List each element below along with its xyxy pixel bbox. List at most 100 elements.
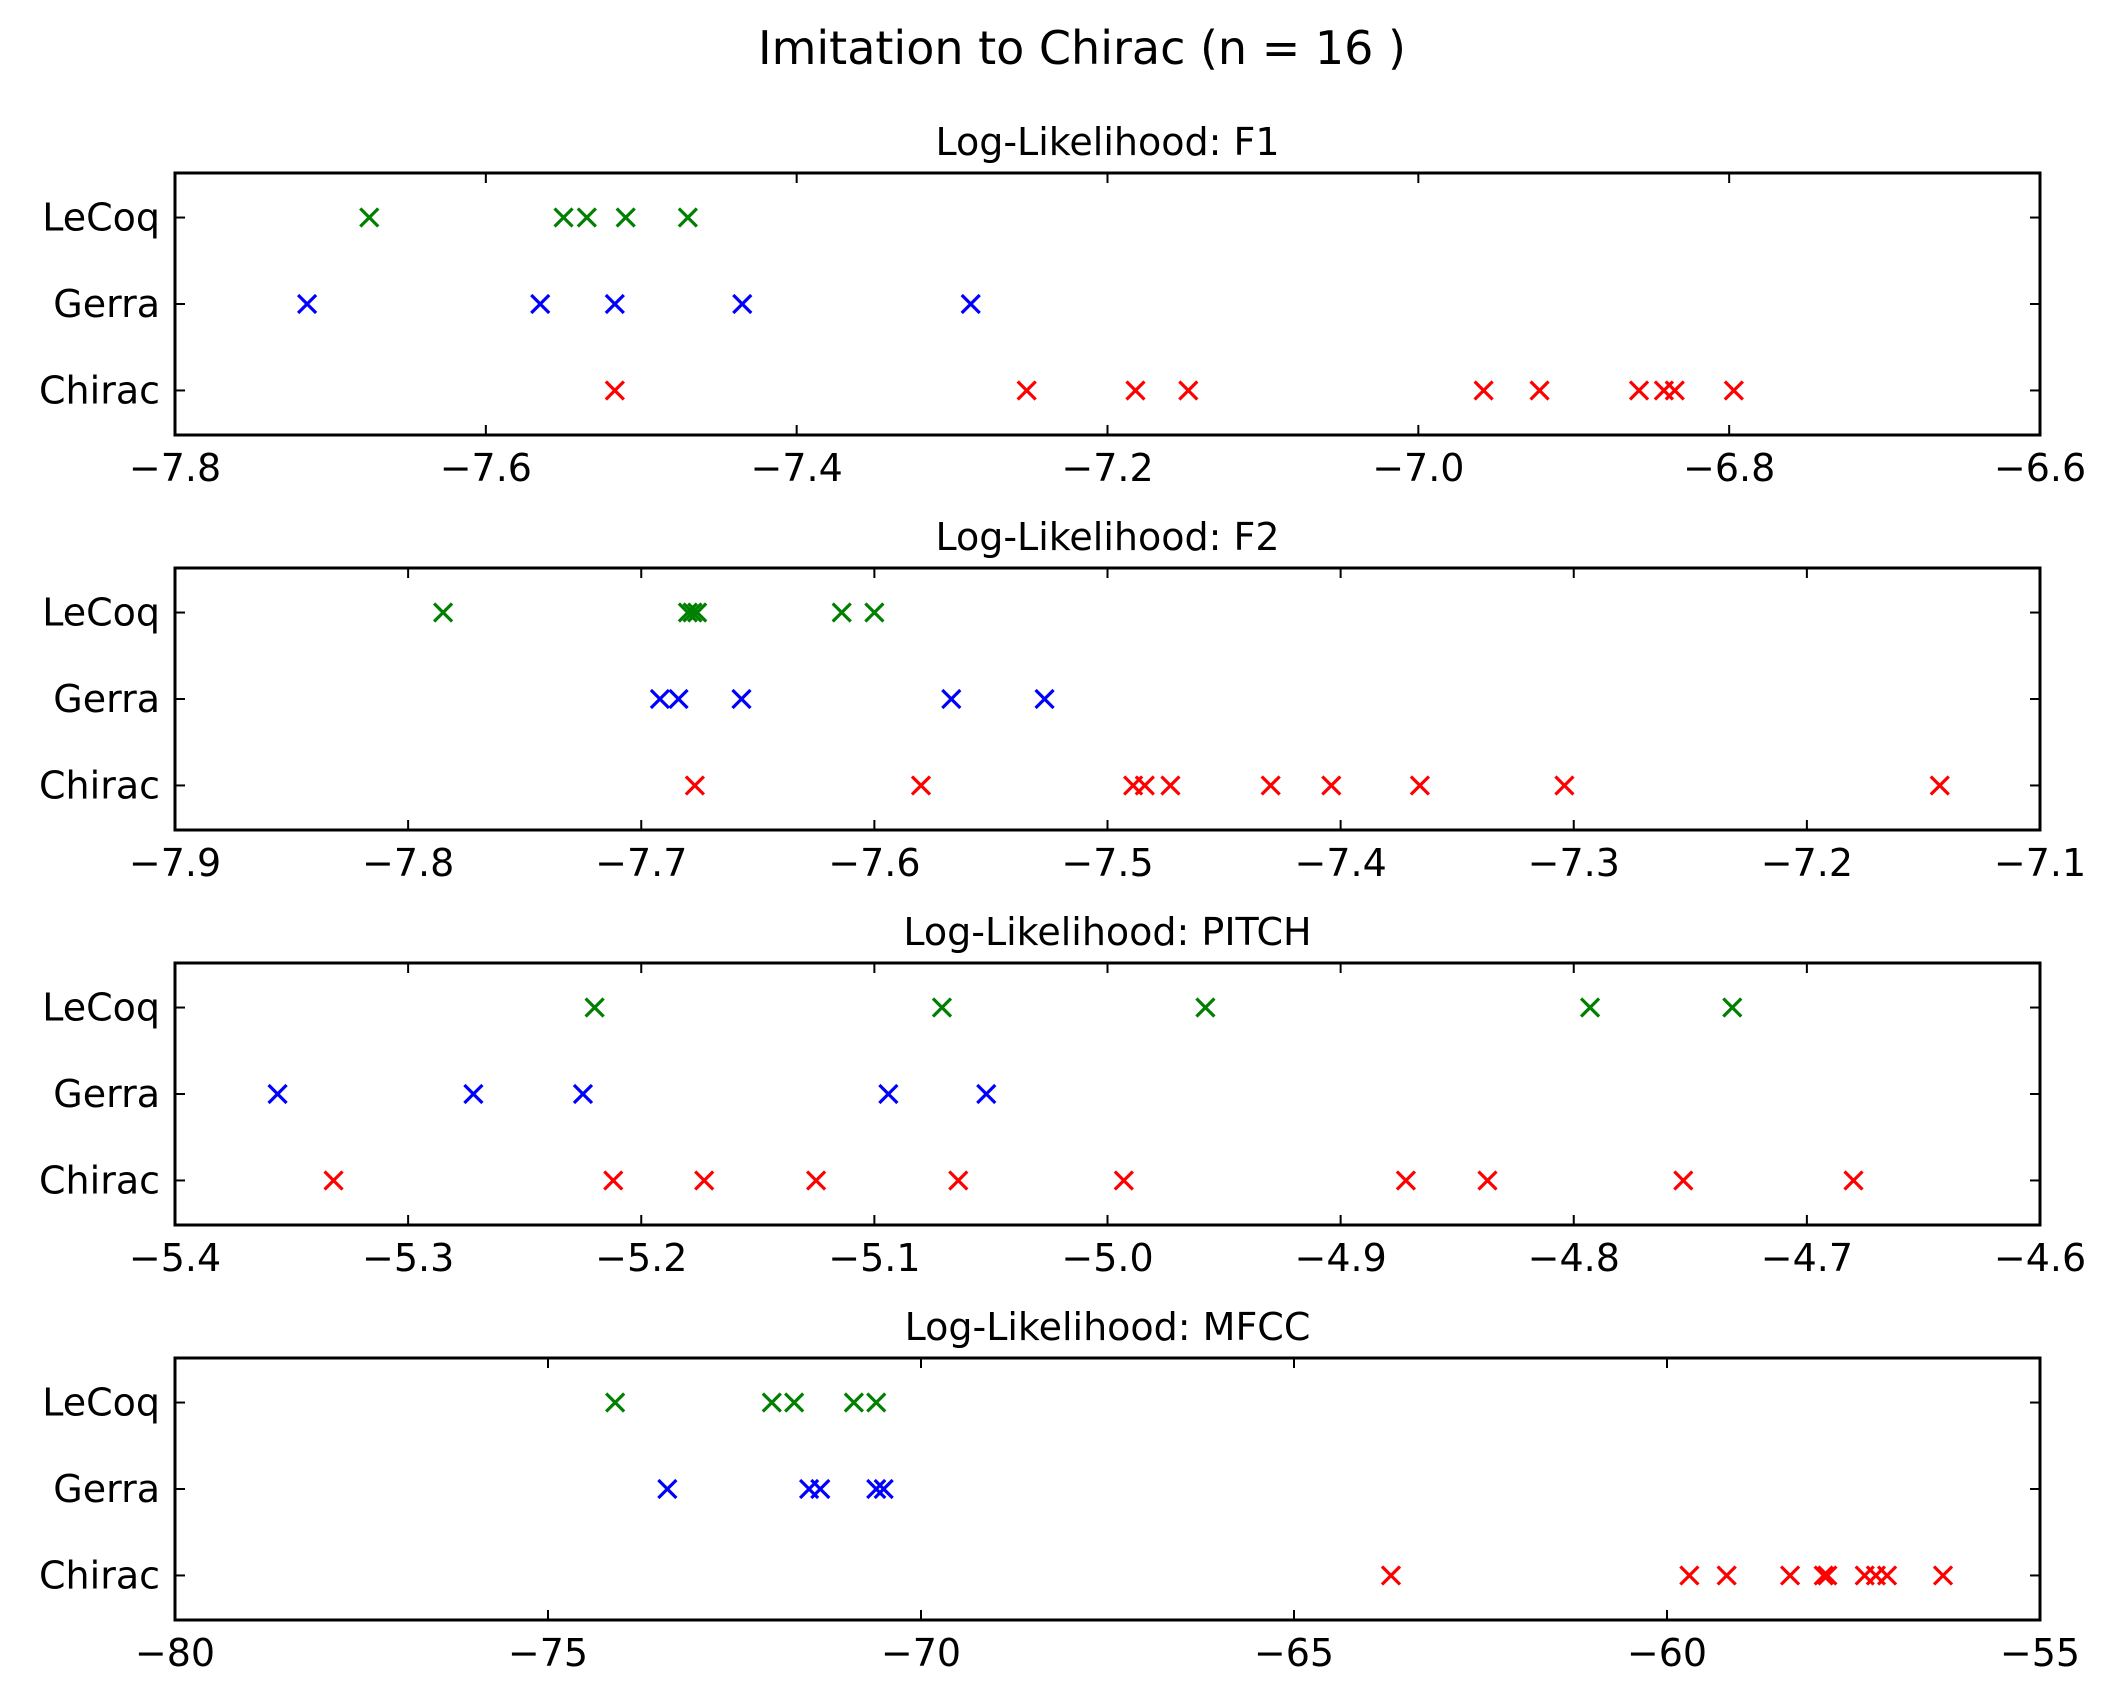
- data-point-gerra: [267, 1083, 288, 1105]
- data-point-chirac: [1843, 1170, 1864, 1191]
- y-tick-label-lecoq: LeCoq: [42, 1381, 160, 1425]
- data-point-gerra: [976, 1083, 997, 1105]
- x-tick-label: −7.2: [1061, 446, 1153, 490]
- axes-frame: [173, 566, 2042, 832]
- x-tick-label: −75: [508, 1631, 588, 1675]
- x-tick-label: −60: [1627, 1631, 1707, 1675]
- x-tick-label: −70: [881, 1631, 961, 1675]
- subplot-3: Log-Likelihood: PITCH −5.4 −5.3 −5.2 −5.1 −5.…: [39, 910, 2086, 1280]
- data-point-lecoq: [864, 602, 885, 623]
- x-tick-label: −4.6: [1994, 1236, 2086, 1280]
- data-point-lecoq: [677, 207, 699, 228]
- subplot-title: Log-Likelihood: F1: [935, 120, 1279, 164]
- y-tick-label-chirac: Chirac: [39, 763, 160, 807]
- data-point-lecoq: [1579, 997, 1601, 1018]
- y-tick-label-gerra: Gerra: [53, 1467, 160, 1511]
- data-point-gerra: [657, 1478, 678, 1500]
- data-point-lecoq: [615, 207, 636, 228]
- data-point-chirac: [1134, 775, 1155, 796]
- x-tick-label: −7.6: [440, 446, 532, 490]
- data-point-gerra: [873, 1478, 894, 1500]
- x-tick-label: −7.4: [1294, 841, 1386, 885]
- data-point-chirac: [684, 775, 706, 796]
- data-point-chirac: [1473, 380, 1494, 401]
- data-point-gerra: [668, 688, 689, 710]
- data-point-chirac: [1178, 380, 1199, 401]
- data-point-chirac: [805, 1170, 827, 1191]
- x-tick-label: −5.0: [1061, 1236, 1153, 1280]
- data-point-chirac: [604, 380, 625, 401]
- data-point-chirac: [1260, 775, 1281, 796]
- data-point-chirac: [1679, 1565, 1700, 1586]
- data-point-chirac: [1113, 1170, 1134, 1191]
- data-point-gerra: [731, 688, 752, 710]
- data-point-chirac: [910, 775, 932, 796]
- data-point-gerra: [866, 1478, 887, 1500]
- data-point-lecoq: [359, 207, 380, 228]
- data-point-chirac: [1016, 380, 1037, 401]
- data-point-chirac: [1321, 775, 1342, 796]
- data-point-lecoq: [682, 602, 703, 623]
- y-tick-label-chirac: Chirac: [39, 1158, 160, 1202]
- data-point-lecoq: [576, 207, 597, 228]
- data-point-lecoq: [843, 1392, 864, 1413]
- data-point-chirac: [1477, 1170, 1498, 1191]
- x-tick-label: −7.4: [751, 446, 843, 490]
- data-point-chirac: [1529, 380, 1550, 401]
- y-tick-label-chirac: Chirac: [39, 368, 160, 412]
- data-point-chirac: [1664, 380, 1685, 401]
- subplot-title: Log-Likelihood: MFCC: [905, 1305, 1311, 1349]
- data-point-chirac: [1932, 1565, 1954, 1586]
- data-point-lecoq: [432, 602, 454, 623]
- subplots: Log-Likelihood: F1 −7.8 −7.6 −7.4 −7.2 −7.0 −6…: [39, 120, 2086, 1675]
- data-point-lecoq: [1722, 997, 1743, 1018]
- x-tick-label: −4.8: [1528, 1236, 1620, 1280]
- data-point-lecoq: [831, 602, 852, 623]
- chart-title: Imitation to Chirac (n = 16 ): [758, 21, 1406, 75]
- x-tick-label: −6.8: [1683, 446, 1775, 490]
- y-tick-label-gerra: Gerra: [53, 282, 160, 326]
- data-point-chirac: [1929, 775, 1950, 796]
- data-point-gerra: [530, 293, 551, 315]
- data-point-chirac: [948, 1170, 969, 1191]
- data-point-lecoq: [677, 602, 699, 623]
- data-point-lecoq: [687, 602, 708, 623]
- data-point-chirac: [1673, 1170, 1694, 1191]
- x-tick-label: −7.6: [828, 841, 920, 885]
- data-point-lecoq: [761, 1392, 782, 1413]
- x-tick-label: −7.8: [129, 446, 221, 490]
- x-tick-label: −6.6: [1994, 446, 2086, 490]
- data-point-chirac: [1160, 775, 1181, 796]
- data-point-gerra: [960, 293, 981, 315]
- x-tick-label: −7.9: [129, 841, 221, 885]
- x-tick-label: −7.2: [1761, 841, 1853, 885]
- subplot-title: Log-Likelihood: PITCH: [903, 910, 1311, 954]
- data-point-lecoq: [584, 997, 605, 1018]
- x-tick-label: −5.4: [129, 1236, 221, 1280]
- x-tick-label: −7.3: [1528, 841, 1620, 885]
- y-tick-label-gerra: Gerra: [53, 1072, 160, 1116]
- data-point-gerra: [604, 293, 625, 315]
- data-point-chirac: [1125, 380, 1146, 401]
- x-tick-label: −7.1: [1994, 841, 2086, 885]
- data-point-gerra: [463, 1083, 484, 1105]
- data-point-gerra: [1034, 688, 1055, 710]
- x-tick-label: −65: [1254, 1631, 1334, 1675]
- x-tick-label: −55: [2000, 1631, 2080, 1675]
- data-point-lecoq: [1195, 997, 1216, 1018]
- data-point-lecoq: [931, 997, 953, 1018]
- data-point-gerra: [649, 688, 671, 710]
- data-point-gerra: [296, 293, 318, 315]
- data-point-lecoq: [784, 1392, 805, 1413]
- data-point-chirac: [694, 1170, 715, 1191]
- x-tick-label: −5.3: [362, 1236, 454, 1280]
- data-point-chirac: [1876, 1565, 1898, 1586]
- y-tick-label-lecoq: LeCoq: [42, 196, 160, 240]
- data-point-chirac: [1716, 1565, 1737, 1586]
- y-tick-label-lecoq: LeCoq: [42, 986, 160, 1030]
- data-point-lecoq: [553, 207, 574, 228]
- data-point-chirac: [1813, 1565, 1834, 1586]
- data-point-lecoq: [605, 1392, 626, 1413]
- x-tick-label: −4.7: [1761, 1236, 1853, 1280]
- subplot-2: Log-Likelihood: F2 −7.9 −7.8 −7.7 −7.6 −7.5 −7…: [39, 515, 2086, 885]
